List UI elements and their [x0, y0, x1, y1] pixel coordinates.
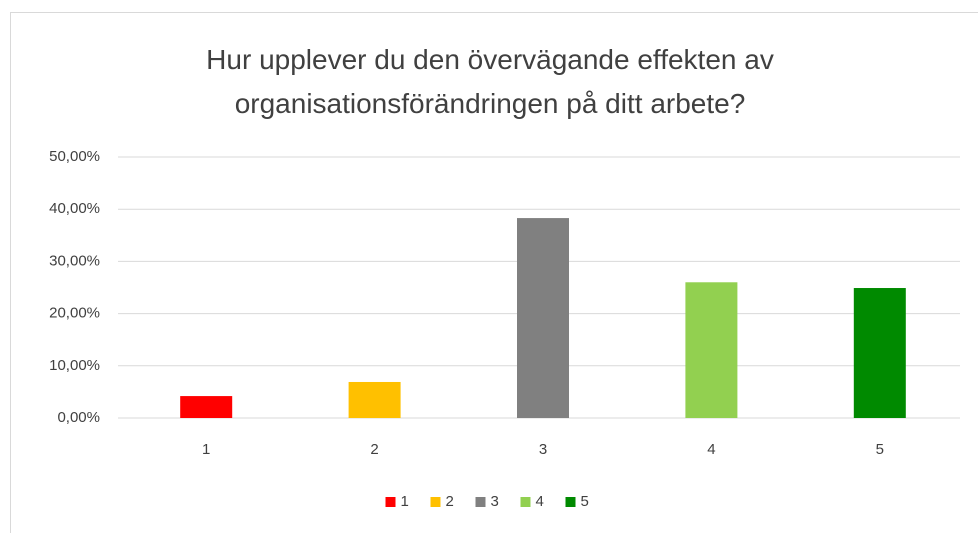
legend-label: 5	[581, 493, 589, 510]
x-tick-label: 3	[539, 441, 547, 458]
legend-swatch	[430, 497, 441, 507]
legend-label: 3	[491, 493, 499, 510]
legend-swatch	[565, 497, 576, 507]
y-tick-label: 40,00%	[49, 200, 100, 217]
bar	[348, 381, 401, 418]
y-tick-label: 50,00%	[49, 148, 100, 165]
y-tick-label: 30,00%	[49, 252, 100, 269]
legend-swatch	[385, 497, 396, 507]
x-tick-label: 2	[370, 441, 378, 458]
legend-label: 2	[446, 493, 454, 510]
legend-label: 1	[401, 493, 409, 510]
bar	[517, 218, 569, 418]
y-tick-label: 20,00%	[49, 305, 100, 322]
chart-title-box: Hur upplever du den övervägande effekten…	[100, 38, 880, 126]
legend-label: 4	[536, 493, 544, 510]
x-tick-label: 4	[707, 441, 715, 458]
y-tick-label: 0,00%	[57, 409, 100, 426]
bar	[180, 396, 233, 418]
y-tick-label: 10,00%	[49, 357, 100, 374]
chart-frame	[10, 12, 978, 533]
chart-title: Hur upplever du den övervägande effekten…	[206, 44, 774, 119]
x-tick-label: 5	[876, 441, 884, 458]
legend-swatch	[520, 497, 531, 507]
bar	[853, 288, 906, 418]
x-tick-label: 1	[202, 441, 210, 458]
bar	[685, 282, 738, 418]
legend-swatch	[475, 497, 486, 507]
